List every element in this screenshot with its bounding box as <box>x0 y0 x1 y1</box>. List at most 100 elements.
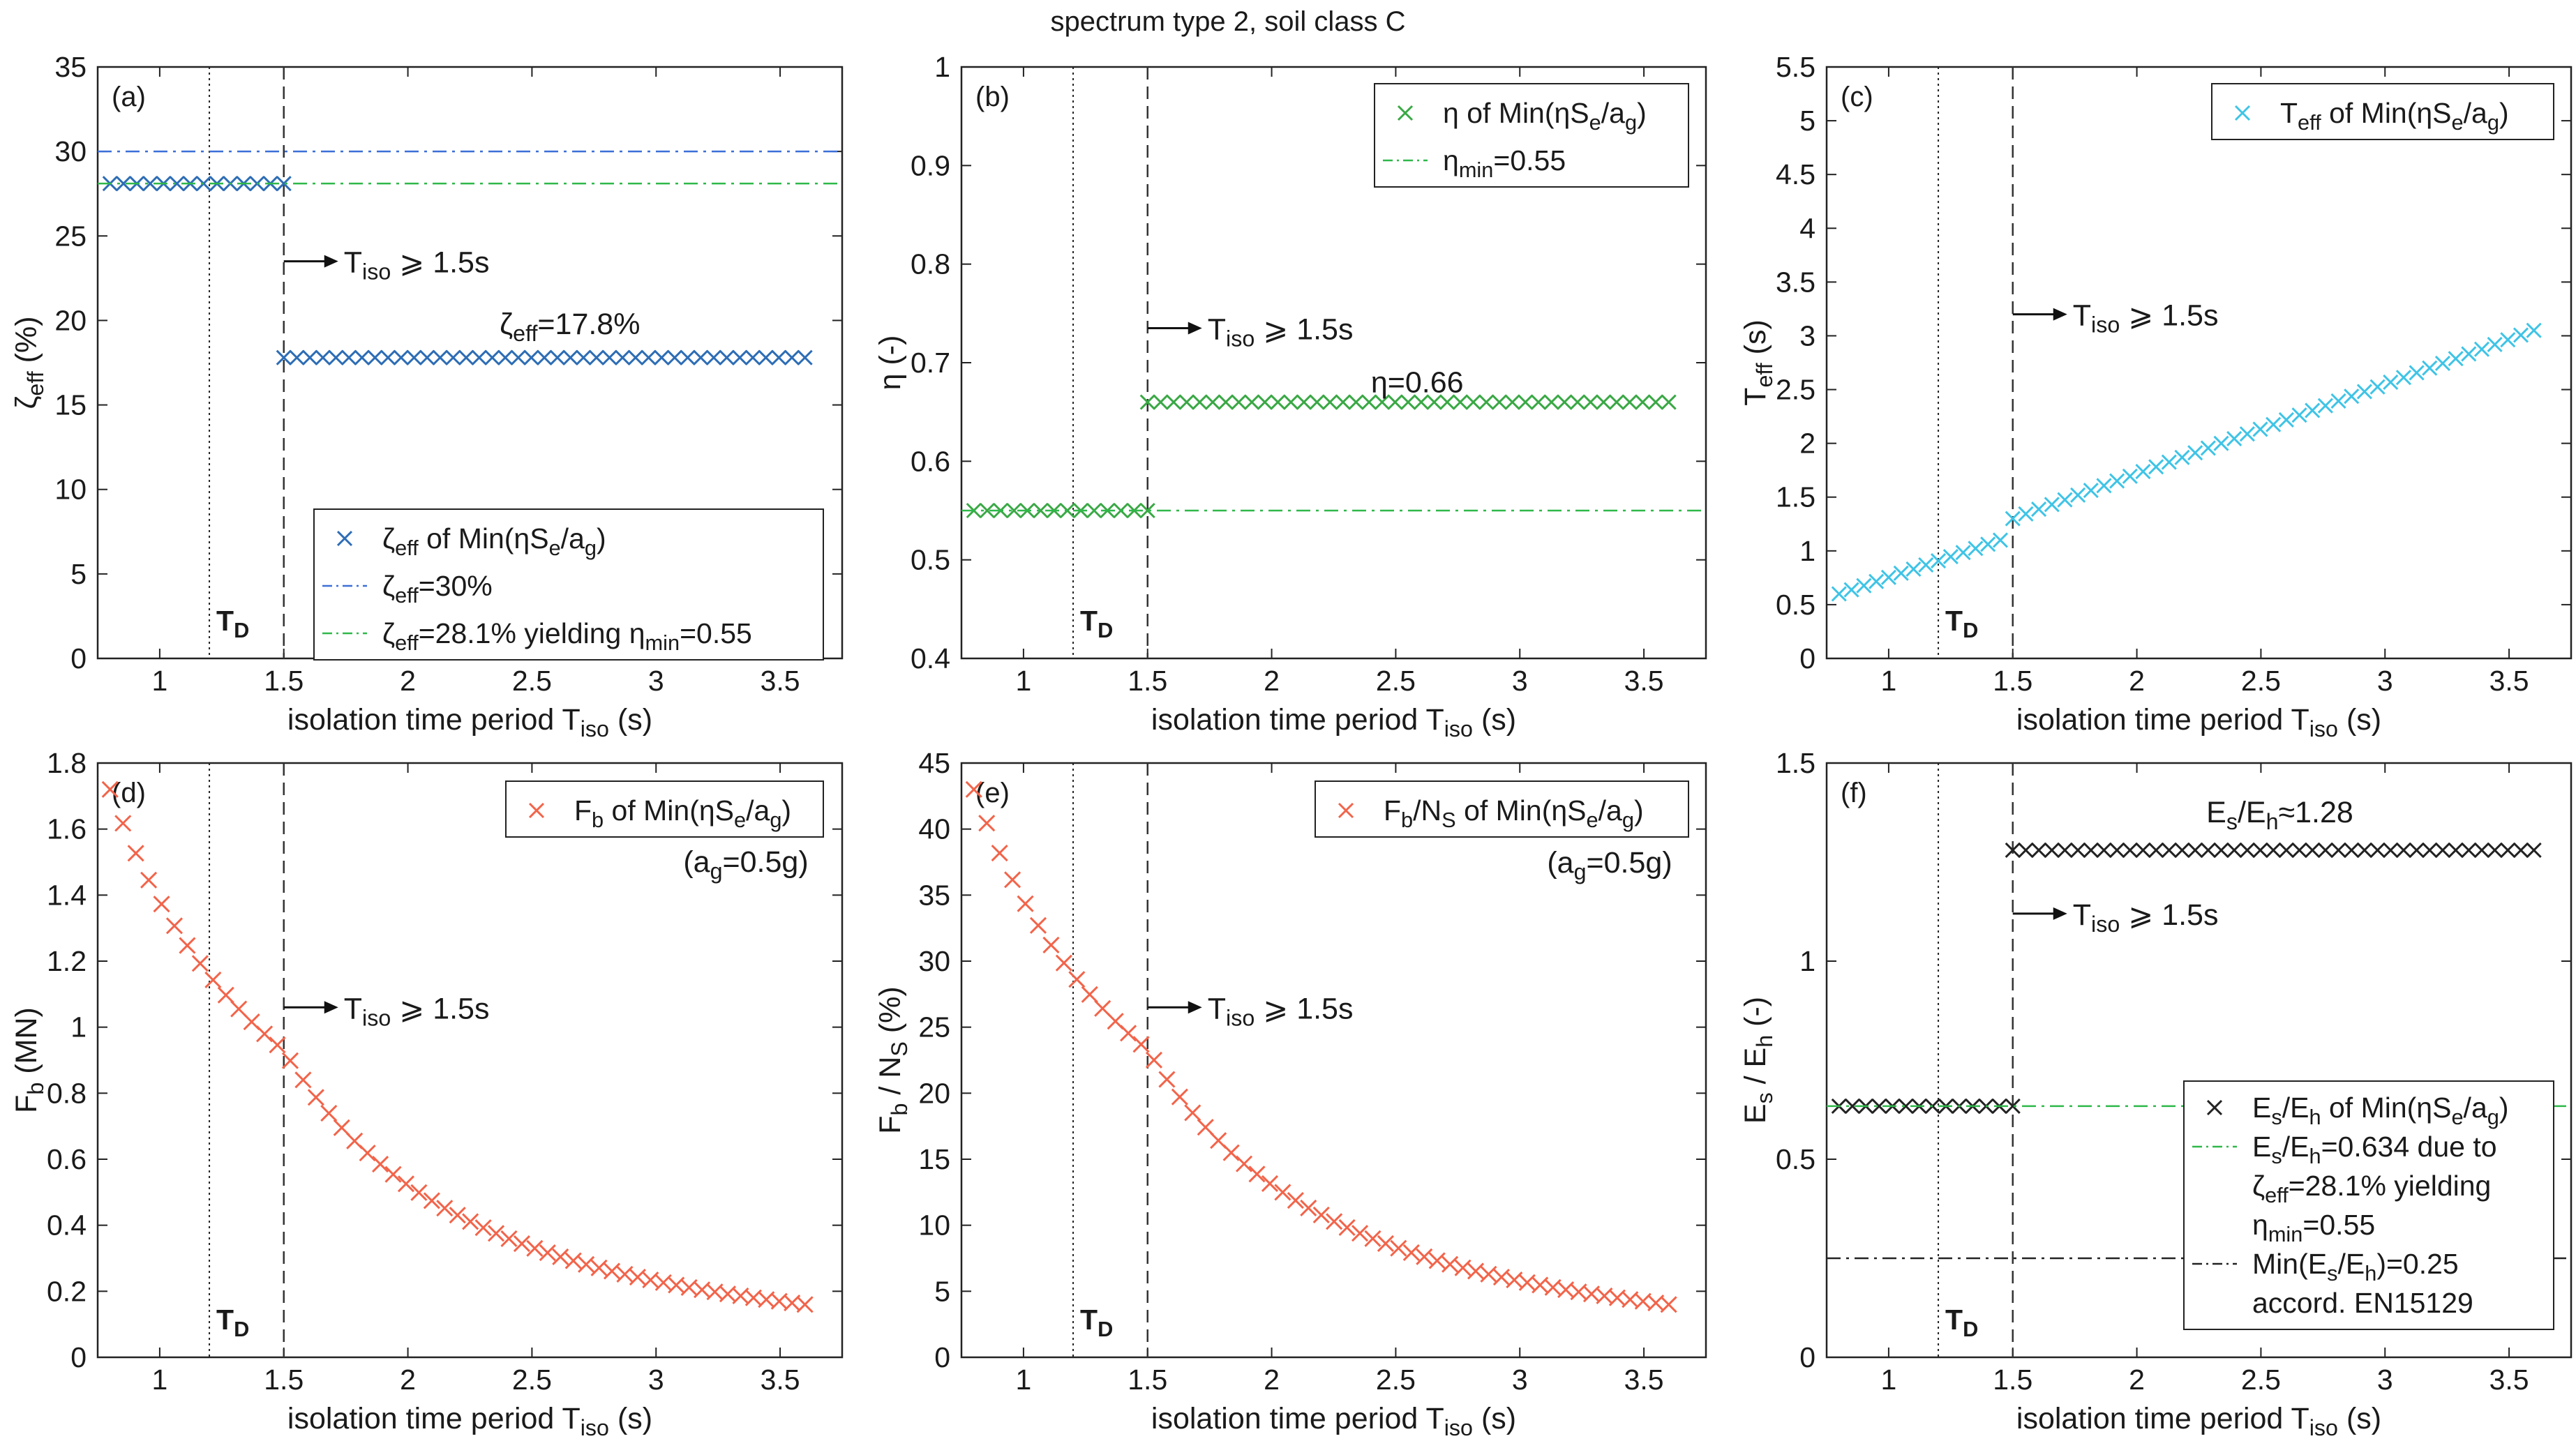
data-point <box>165 917 184 935</box>
data-point <box>445 349 461 365</box>
data-point <box>1257 394 1273 410</box>
data-point <box>458 349 474 365</box>
data-point <box>1968 541 1984 557</box>
legend-marker <box>1397 105 1414 121</box>
y-tick-label: 1 <box>1799 535 1815 567</box>
data-point <box>1287 1192 1304 1209</box>
data-point <box>1622 394 1638 410</box>
data-point <box>2395 370 2411 386</box>
data-point <box>1661 394 1677 410</box>
data-point <box>523 349 539 365</box>
data-point <box>1145 1051 1163 1069</box>
x-tick-label: 3.5 <box>1624 665 1664 697</box>
legend-entry: ζeff=28.1% yielding ηmin=0.55 <box>382 617 752 655</box>
panel-c: 1 1.5 2 2.5 3 3.5 0 0.5 1 1.5 2 2.5 3 3.5 4 4.5 5 5.5 isol… <box>1739 51 2573 741</box>
x-tick-label: 1 <box>152 665 168 697</box>
legend-box <box>1374 83 1689 188</box>
data-point <box>2200 440 2216 456</box>
td-label: TD <box>1945 1304 1978 1341</box>
data-point <box>281 1052 299 1069</box>
data-point <box>2356 384 2372 400</box>
x-tick-label: 2.5 <box>512 665 552 697</box>
data-point <box>1244 394 1260 410</box>
data-point <box>1569 394 1586 410</box>
data-point <box>462 1213 479 1230</box>
annotation-arrow-label: Tiso ⩾ 1.5s <box>2073 898 2219 937</box>
x-tick-label: 3.5 <box>2489 665 2529 697</box>
data-point <box>1139 502 1155 519</box>
data-point <box>179 937 196 954</box>
data-point <box>397 1175 415 1193</box>
y-tick-label: 35 <box>918 879 950 911</box>
data-point <box>2513 842 2529 859</box>
data-point <box>2161 454 2177 470</box>
data-point <box>1017 895 1034 912</box>
data-point <box>1283 394 1299 410</box>
data-point <box>2461 346 2477 362</box>
data-point <box>1231 394 1247 410</box>
data-point <box>1390 1239 1407 1257</box>
data-point <box>2305 842 2321 859</box>
data-point <box>2317 398 2333 414</box>
legend-entry: ζeff of Min(ηSe/ag) <box>382 522 606 560</box>
y-tick-label: 2 <box>1799 428 1815 460</box>
annotation-label: (ag=0.5g) <box>1547 846 1672 884</box>
y-tick-label: 30 <box>918 945 950 977</box>
data-point <box>142 176 158 192</box>
data-point <box>1335 394 1351 410</box>
data-point <box>1893 565 1909 581</box>
x-tick-label: 1 <box>1016 1364 1032 1396</box>
x-tick-label: 3.5 <box>2489 1364 2529 1396</box>
data-point <box>693 349 709 365</box>
data-point <box>1178 394 1195 410</box>
legend-entry: ηmin=0.55 <box>2252 1209 2375 1246</box>
data-point <box>410 1184 428 1201</box>
data-point <box>2187 445 2203 461</box>
y-tick-label: 30 <box>54 135 87 167</box>
data-point <box>1222 1144 1240 1161</box>
data-point <box>2096 478 2112 494</box>
data-point <box>114 815 132 832</box>
data-point <box>1055 954 1072 972</box>
data-point <box>784 349 800 365</box>
data-point <box>2109 473 2125 489</box>
data-point <box>1413 394 1429 410</box>
data-point <box>1504 394 1520 410</box>
x-tick-label: 1 <box>1016 665 1032 697</box>
legend-marker <box>336 530 353 547</box>
axes-frame <box>1825 762 2573 1359</box>
legend-entry: Fb/NS of Min(ηSe/ag) <box>1384 794 1644 832</box>
annotation-arrow-label: Tiso ⩾ 1.5s <box>1208 992 1354 1030</box>
data-point <box>654 1274 672 1291</box>
y-axis-label: Fb / NS (%) <box>874 986 912 1133</box>
y-tick-label: 0 <box>934 1341 950 1373</box>
data-point <box>1426 394 1442 410</box>
y-tick-label: 0.2 <box>47 1275 87 1307</box>
legend-box <box>1315 780 1689 838</box>
data-point <box>797 349 813 365</box>
data-point <box>1454 1259 1472 1276</box>
x-axis-label: isolation time period Tiso (s) <box>2016 1402 2381 1440</box>
y-tick-label: 15 <box>54 389 87 421</box>
data-point <box>115 176 131 192</box>
data-point <box>1942 549 1959 565</box>
y-tick-label: 1.5 <box>1776 481 1815 513</box>
data-point <box>1296 394 1312 410</box>
data-point <box>1139 394 1155 410</box>
panel-label: (b) <box>975 82 1010 112</box>
data-point <box>615 349 631 365</box>
data-point <box>2317 842 2333 859</box>
data-point <box>1582 394 1598 410</box>
data-point <box>2500 842 2516 859</box>
data-point <box>1492 1268 1510 1286</box>
data-point <box>1869 573 1885 589</box>
data-point <box>2148 842 2164 859</box>
data-point <box>1918 557 1934 573</box>
data-point <box>1261 1175 1279 1192</box>
y-tick-label: 0 <box>1799 1341 1815 1373</box>
data-point <box>1831 586 1847 602</box>
data-point <box>1880 569 1896 585</box>
panel-label: (c) <box>1841 82 1873 112</box>
data-point <box>1274 1184 1291 1201</box>
